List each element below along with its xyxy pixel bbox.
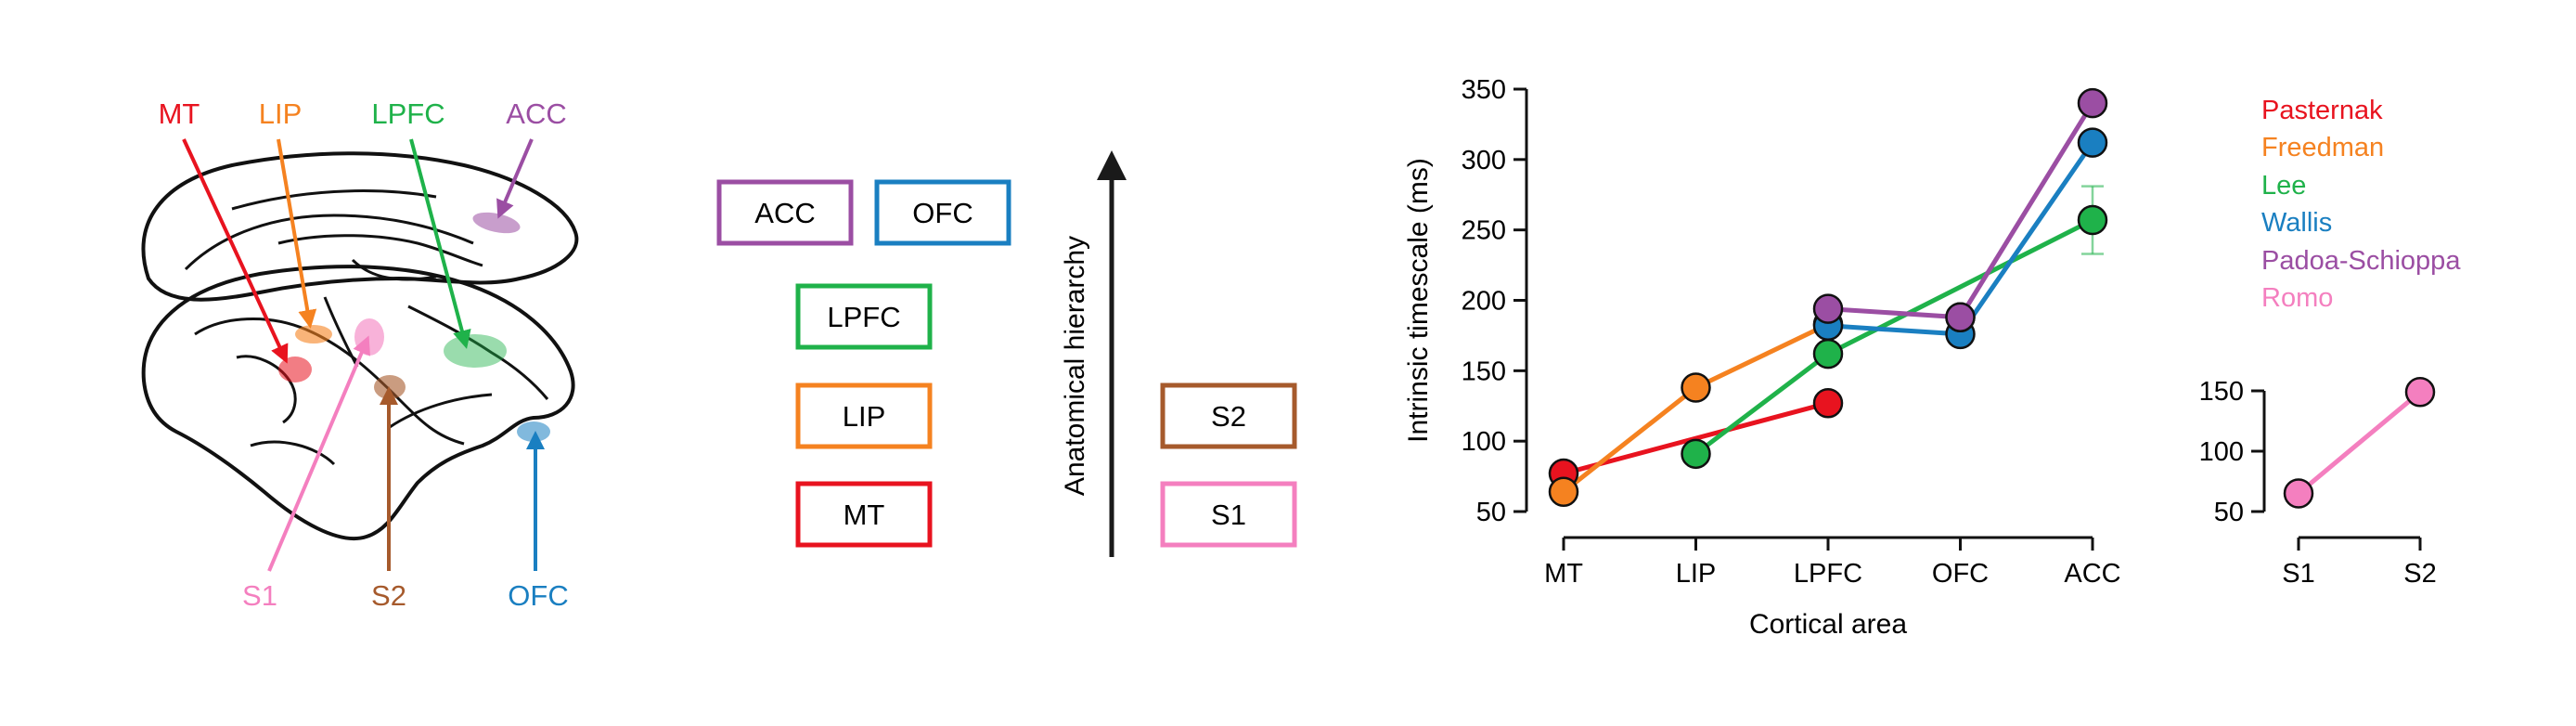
main-y-tick-label-250: 250 xyxy=(1462,216,1506,246)
legend: Pasternak Freedman Lee Wallis Padoa-Schi… xyxy=(2261,96,2461,313)
box-label-ACC: ACC xyxy=(754,197,815,229)
main-x-tick-label-ofc: OFC xyxy=(1932,559,1989,589)
inset-point-romo-s1 xyxy=(2283,478,2314,509)
box-label-LPFC: LPFC xyxy=(827,301,900,333)
arrow-S1 xyxy=(267,335,370,572)
series-line-lee-2 xyxy=(1694,217,2094,456)
point-lee-lip-2 xyxy=(1681,438,1711,470)
box-label-S2: S2 xyxy=(1211,400,1246,433)
point-padoa-schioppa-ofc-5 xyxy=(1945,302,1976,332)
main-y-tick-label-100: 100 xyxy=(1462,427,1506,457)
brain-label-S2: S2 xyxy=(371,579,406,612)
region-LPFC xyxy=(444,334,507,368)
brain-label-MT: MT xyxy=(159,97,200,130)
series-line-padoa-schioppa-4 xyxy=(1827,306,1961,320)
arrow-ACC xyxy=(496,138,534,219)
region-ACC xyxy=(472,212,521,234)
box-label-S1: S1 xyxy=(1211,499,1246,531)
point-lee-acc-2 xyxy=(2077,204,2108,236)
main-y-axis: 50 100 150 200 250 300 350 xyxy=(1462,75,1528,527)
inset-y-axis: 50 100 150 xyxy=(2199,377,2266,527)
inset-y-tick-label-150: 150 xyxy=(2199,377,2244,407)
brain-label-ACC: ACC xyxy=(506,97,566,130)
inset-series-line-romo xyxy=(2297,390,2422,496)
hierarchy-panel: ACC OFC LPFC LIP MT S2 S1 Anatomical hie… xyxy=(716,150,1297,557)
series-line-pasternak-0 xyxy=(1563,400,1829,476)
hierarchy-axis-label: Anatomical hierarchy xyxy=(1060,236,1090,496)
box-label-OFC: OFC xyxy=(912,197,972,229)
main-y-tick-label-350: 350 xyxy=(1462,75,1506,105)
brain-label-S1: S1 xyxy=(242,579,277,612)
inset-x-axis: S1 S2 xyxy=(2282,536,2437,589)
point-lee-lpfc-2 xyxy=(1812,338,1844,369)
main-y-axis-title: Intrinsic timescale (ms) xyxy=(1403,158,1434,443)
box-S1 xyxy=(1160,481,1297,548)
arrow-LPFC xyxy=(409,138,471,349)
brain-label-LPFC: LPFC xyxy=(371,97,444,130)
region-MT xyxy=(278,357,312,382)
point-freedman-mt-1 xyxy=(1548,476,1579,508)
region-S1 xyxy=(354,318,384,356)
main-x-tick-label-lpfc: LPFC xyxy=(1794,559,1862,589)
main-y-tick-label-200: 200 xyxy=(1462,287,1506,317)
brain-lateral-outline xyxy=(141,265,575,540)
box-MT xyxy=(795,481,933,548)
main-x-tick-label-acc: ACC xyxy=(2064,559,2120,589)
inset-y-tick-label-50: 50 xyxy=(2214,498,2244,527)
point-wallis-acc-3 xyxy=(2077,127,2108,158)
box-ACC xyxy=(716,179,854,246)
legend-entry-lee: Lee xyxy=(2261,171,2306,201)
point-padoa-schioppa-acc-5 xyxy=(2077,87,2108,119)
inset-series-points xyxy=(2283,377,2436,509)
main-x-axis: MT LIP LPFC OFC ACC xyxy=(1544,536,2121,589)
brain-label-OFC: OFC xyxy=(508,579,568,612)
main-y-tick-label-300: 300 xyxy=(1462,146,1506,175)
inset-chart: 50 100 150 S1 S2 xyxy=(2199,377,2437,589)
box-OFC xyxy=(874,179,1011,246)
inset-x-tick-label-s2: S2 xyxy=(2403,559,2436,589)
hierarchy-arrowhead xyxy=(1097,150,1127,180)
box-label-MT: MT xyxy=(844,499,885,531)
inset-point-romo-s2 xyxy=(2404,377,2436,408)
box-LPFC xyxy=(795,283,933,350)
brain-panel: MT LIP LPFC ACC S1 S2 OFC xyxy=(141,97,579,612)
inset-x-tick-label-s1: S1 xyxy=(2282,559,2314,589)
main-x-tick-label-lip: LIP xyxy=(1676,559,1717,589)
point-padoa-schioppa-lpfc-4 xyxy=(1812,293,1844,324)
legend-entry-pasternak: Pasternak xyxy=(2261,96,2383,125)
point-freedman-lip-1 xyxy=(1681,372,1711,403)
legend-entry-freedman: Freedman xyxy=(2261,133,2384,162)
arrow-MT xyxy=(182,138,289,364)
region-LIP xyxy=(295,325,332,344)
main-chart: 50 100 150 200 250 300 350 MT LIP LPFC OFC ACC Int… xyxy=(1403,75,2121,640)
legend-entry-padoa-schioppa: Padoa-Schioppa xyxy=(2261,246,2461,276)
main-series-points xyxy=(1548,87,2108,508)
box-label-LIP: LIP xyxy=(843,400,886,433)
brain-label-LIP: LIP xyxy=(259,97,303,130)
main-y-tick-label-150: 150 xyxy=(1462,357,1506,386)
series-line-padoa-schioppa-5 xyxy=(1958,101,2095,319)
legend-entry-wallis: Wallis xyxy=(2261,208,2332,238)
main-x-tick-label-mt: MT xyxy=(1544,559,1583,589)
legend-entry-romo: Romo xyxy=(2261,283,2333,313)
box-S2 xyxy=(1160,382,1297,449)
main-x-axis-title: Cortical area xyxy=(1749,609,1907,640)
main-y-tick-label-50: 50 xyxy=(1476,498,1506,527)
arrow-LIP xyxy=(277,138,317,329)
inset-y-tick-label-100: 100 xyxy=(2199,437,2244,467)
point-pasternak-lpfc-0 xyxy=(1812,387,1844,419)
inset-series-lines xyxy=(2297,390,2422,496)
box-LIP xyxy=(795,382,933,449)
brain-medial-outline xyxy=(141,151,579,302)
